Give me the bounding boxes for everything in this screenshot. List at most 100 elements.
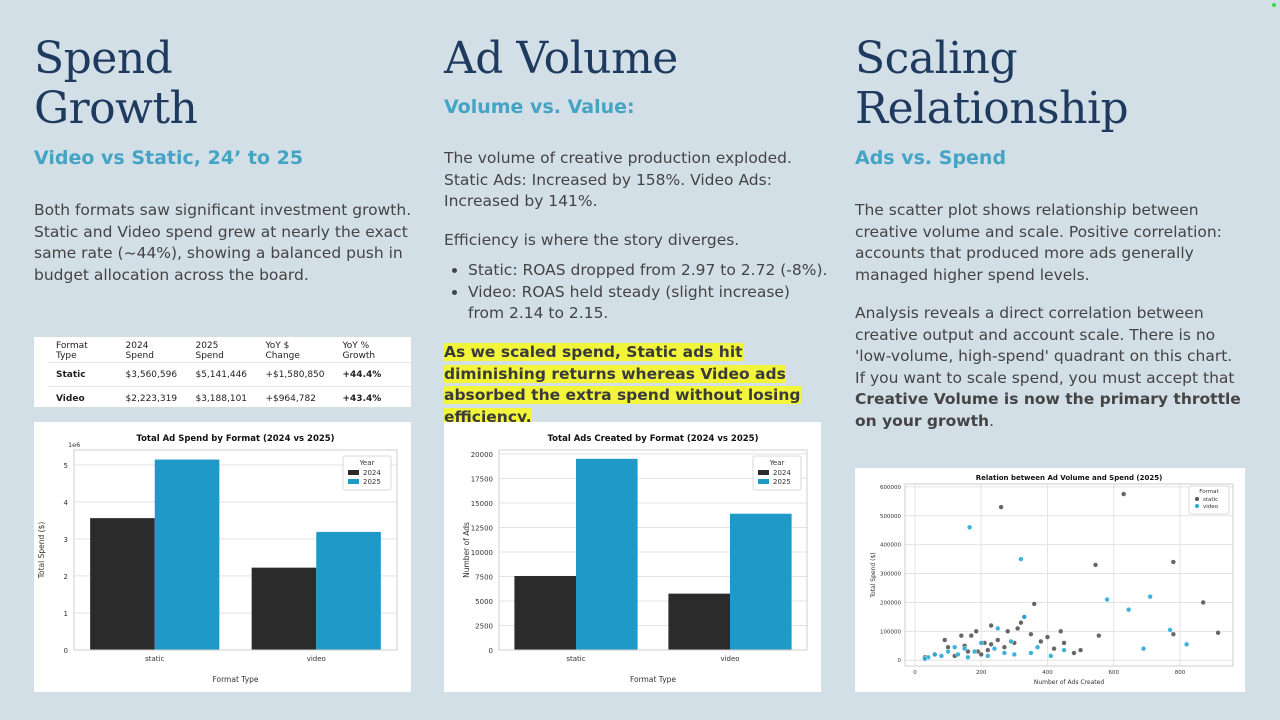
scatter-point-video (1048, 653, 1054, 659)
scatter-point-static (1077, 647, 1084, 653)
legend-marker-video (1195, 504, 1199, 508)
table-cell: Static (56, 369, 86, 380)
legend-label: static (1203, 497, 1218, 503)
table-cell: $3,188,101 (195, 393, 248, 404)
table-header: Format Type (56, 340, 88, 361)
table-cell: $3,560,596 (125, 369, 178, 380)
scatter-point-static (965, 648, 971, 655)
y-axis-label: Number of Ads (462, 522, 471, 578)
scaling-subtitle: Ads vs. Spend (855, 147, 1007, 169)
y-tick-label: 2500 (475, 622, 493, 630)
ad-volume-efficiency-text: Efficiency is where the story diverges. (444, 231, 740, 249)
ad-volume-paragraph: The volume of creative production explod… (444, 149, 792, 210)
legend-label: 2025 (363, 478, 381, 486)
y-axis-label: Total Spend ($) (37, 522, 46, 580)
scatter-chart-panel: 0 100000 200000 300000 400000 500000 600000 0 20… (855, 468, 1245, 692)
scatter-point-video (991, 646, 998, 652)
scatter-point-video (985, 653, 991, 659)
table-cell: +$1,580,850 (265, 369, 325, 380)
table-header: YoY $ Change (265, 340, 300, 361)
scatter-point-video (1021, 614, 1027, 620)
y-tick-label: 0 (489, 647, 493, 655)
spend-table-header-row: Format Type 2024 Spend 2025 Spend YoY $ … (48, 339, 411, 363)
legend-swatch-2024 (348, 470, 359, 475)
plot-frame (73, 449, 398, 651)
scatter-point-video (1061, 647, 1067, 653)
scatter-point-video (1001, 650, 1007, 656)
y-tick-label: 12500 (471, 524, 493, 532)
scaling-paragraph: The scatter plot shows relationship betw… (855, 201, 1222, 284)
bar-static-2025 (576, 458, 638, 650)
y-tick-label: 500000 (880, 514, 901, 520)
bar-static-2024 (90, 518, 155, 650)
scatter-point-static (1071, 650, 1077, 656)
scatter-point-static (1121, 491, 1127, 497)
x-axis-label: Number of Ads Created (1034, 679, 1104, 686)
y-tick-label: 7500 (475, 573, 493, 581)
scatter-point-video (967, 524, 973, 530)
scatter-point-static (1018, 620, 1024, 626)
x-tick-label: 600 (1108, 670, 1119, 676)
scatter-point-static (988, 622, 994, 629)
table-cell: +43.4% (342, 393, 382, 404)
table-cell: +$964,782 (265, 393, 316, 404)
legend-swatch-2025 (348, 479, 359, 484)
table-header: YoY % Growth (342, 340, 376, 361)
scatter-point-static (1061, 640, 1067, 646)
scatter-point-video (955, 651, 961, 658)
scatter-point-static (945, 644, 951, 650)
scatter-point-video (922, 656, 928, 662)
legend-title: Format (1199, 489, 1219, 495)
spend-chart-panel: 0 1 2 3 4 5 static video Total Ad Spend by Forma… (34, 422, 411, 692)
ad-volume-title: Ad Volume (444, 33, 678, 84)
volume-spend-scatter: 0 100000 200000 300000 400000 500000 600000 0 20… (870, 474, 1234, 686)
table-header: 2025 Spend (195, 340, 224, 361)
legend-swatch-2025 (758, 479, 769, 484)
highlight-callout: As we scaled spend, Static ads hit dimin… (444, 343, 801, 426)
scatter-point-static (995, 637, 1001, 643)
scatter-point-video (945, 648, 951, 655)
scatter-point-static (1170, 631, 1176, 637)
table-row: Static $3,560,596 $5,141,446 +$1,580,850… (48, 363, 411, 387)
scatter-point-video (965, 654, 971, 660)
scatter-point-static (978, 651, 984, 658)
y-axis-label: Total Spend ($) (870, 552, 877, 598)
bar-video-2024 (251, 567, 317, 650)
y-tick-label: 4 (64, 499, 69, 507)
scatter-point-video (1126, 607, 1132, 613)
scatter-point-static (1031, 601, 1037, 607)
scatter-point-static (942, 637, 948, 643)
legend-label: video (1203, 504, 1219, 510)
x-tick-label: video (720, 655, 739, 663)
y-tick-label: 5 (64, 462, 68, 470)
y-tick-label: 1 (64, 610, 68, 618)
bar-static-2024 (514, 575, 576, 650)
scaling-analysis-paragraph: Analysis reveals a direct correlation be… (855, 304, 1241, 430)
legend-swatch-2024 (758, 470, 769, 475)
scatter-point-static (1051, 646, 1057, 652)
chart-title: Total Ads Created by Format (2024 vs 202… (548, 434, 759, 444)
legend-label: 2025 (773, 478, 791, 486)
scatter-point-static (1200, 599, 1206, 606)
list-item: Video: ROAS held steady (slight increase… (468, 282, 830, 325)
scatter-point-video (952, 644, 958, 650)
scatter-point-video (1018, 556, 1024, 562)
scatter-point-video (1011, 651, 1017, 658)
scatter-point-static (958, 633, 964, 639)
scatter-point-video (962, 646, 968, 652)
plot-frame (498, 449, 808, 651)
scatter-point-static (1170, 559, 1176, 565)
scatter-point-static (1028, 631, 1034, 637)
scatter-point-video (1140, 646, 1147, 652)
spend-bar-chart: 0 1 2 3 4 5 static video Total Ad Spend by Forma… (37, 434, 398, 684)
table-cell: +44.4% (342, 369, 382, 380)
table-row: Video $2,223,319 $3,188,101 +$964,782 +4… (48, 387, 411, 411)
y-tick-label: 15000 (471, 500, 493, 508)
spend-table-panel: Format Type 2024 Spend 2025 Spend YoY $ … (34, 337, 411, 407)
y-tick-label: 0 (898, 658, 902, 664)
legend-label: 2024 (363, 469, 381, 477)
scatter-point-static (1215, 630, 1221, 636)
x-tick-label: 400 (1042, 670, 1053, 676)
scatter-point-static (1038, 638, 1044, 645)
status-dot (1272, 3, 1276, 7)
